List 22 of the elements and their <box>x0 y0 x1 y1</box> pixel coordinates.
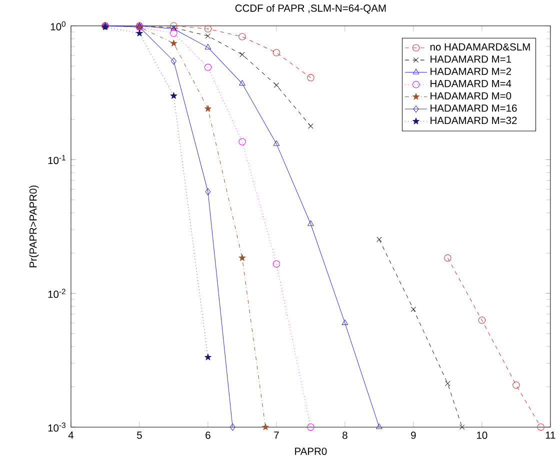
y-tick-label: 10$^{-3}$ <box>48 422 66 432</box>
x-axis-title: PAPR0 <box>295 448 327 455</box>
x-tick-label: 10 <box>477 432 488 439</box>
y-tick-label: 10$^{0}$ <box>50 21 66 30</box>
y-axis-title: Pr(PAPR>PAPR0) <box>29 185 39 268</box>
x-tick-label: 5 <box>137 432 142 439</box>
x-tick-label: 7 <box>274 432 279 439</box>
y-tick-label: 10$^{-2}$ <box>48 288 66 298</box>
legend-label: HADAMARD M=16 <box>430 104 517 112</box>
x-tick-label: 6 <box>206 432 210 439</box>
legend-label: no HADAMARD&SLM <box>430 43 530 50</box>
x-tick-label: 11 <box>546 432 556 439</box>
legend-label: HADAMARD M=0 <box>430 92 512 100</box>
y-tick-label: 10$^{-1}$ <box>48 154 66 164</box>
x-tick-label: 9 <box>411 432 416 439</box>
chart-title: CCDF of PAPR ,SLM-N=64-QAM <box>235 4 386 14</box>
x-tick-label: 4 <box>68 432 74 439</box>
legend-label: HADAMARD M=4 <box>430 80 512 87</box>
legend-label: HADAMARD M=1 <box>430 55 512 63</box>
legend-label: HADAMARD M=2 <box>430 68 512 75</box>
legend-label: HADAMARD M=32 <box>430 116 517 124</box>
x-tick-label: 8 <box>342 432 348 439</box>
